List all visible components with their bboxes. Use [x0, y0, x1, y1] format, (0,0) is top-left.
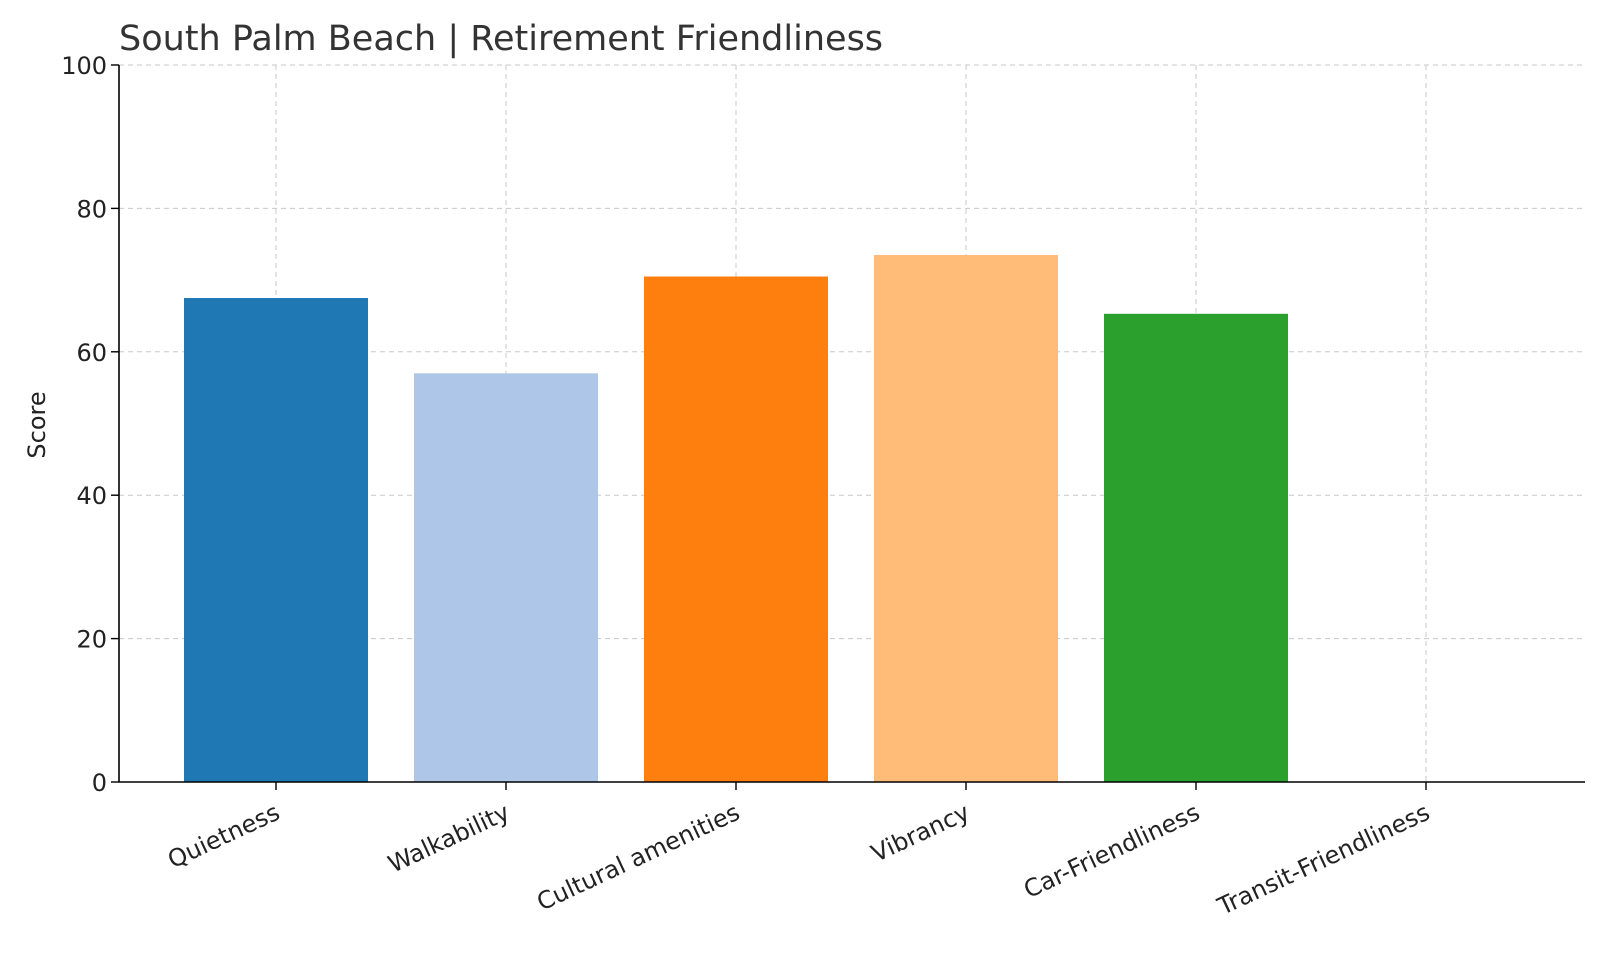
axes-layer [118, 65, 1585, 783]
y-tick-label: 80 [76, 195, 107, 223]
x-axis-ticks: Quietness Walkability Cultural amenities Vi… [163, 782, 1434, 921]
y-tick-label: 60 [76, 339, 107, 367]
x-tick-label: Vibrancy [867, 798, 974, 868]
x-tick-label: Transit-Friendliness [1213, 798, 1434, 921]
bars-layer [184, 255, 1288, 782]
bar-car-friendliness [1104, 313, 1288, 782]
x-tick-label: Walkability [384, 798, 514, 879]
x-tick-label: Cultural amenities [533, 798, 744, 916]
x-tick-label: Quietness [163, 798, 284, 874]
y-tick-label: 40 [76, 482, 107, 510]
y-tick-label: 20 [76, 626, 107, 654]
bar-quietness [184, 298, 368, 782]
y-axis-label: Score [23, 391, 51, 458]
bar-cultural-amenities [644, 276, 828, 782]
bar-walkability [414, 373, 598, 782]
y-tick-label: 0 [92, 769, 107, 797]
x-tick-label: Car-Friendliness [1019, 798, 1204, 904]
y-tick-label: 100 [61, 52, 107, 80]
y-axis-ticks: 0 20 40 60 80 100 [61, 52, 119, 797]
bar-vibrancy [874, 255, 1058, 782]
chart-title: South Palm Beach | Retirement Friendline… [119, 19, 883, 59]
